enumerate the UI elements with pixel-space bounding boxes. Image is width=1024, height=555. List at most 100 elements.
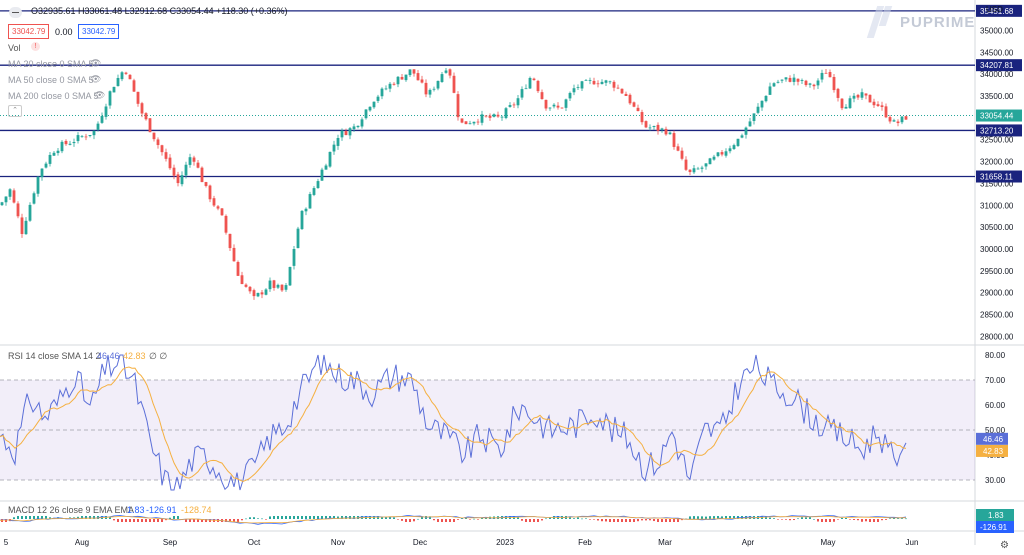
candlestick-series[interactable]: [0, 68, 908, 300]
candle-body: [116, 77, 120, 87]
level-price-label: 34207.81: [980, 61, 1014, 70]
macd-histogram-bar: [349, 516, 351, 519]
ma50-hidden-icon[interactable]: 👁: [90, 74, 102, 84]
candle-body: [876, 104, 880, 106]
candle-body: [328, 151, 332, 167]
macd-histogram-bar: [525, 519, 527, 522]
candle-body: [768, 86, 772, 95]
candle-body: [888, 117, 892, 122]
candle-body: [672, 133, 676, 147]
macd-histogram-bar: [849, 519, 851, 520]
macd-histogram-bar: [649, 519, 651, 521]
macd-histogram-bar: [317, 516, 319, 519]
candle-body: [192, 157, 196, 162]
chart-menu-icon[interactable]: [9, 7, 22, 18]
macd-histogram-bar: [817, 519, 819, 522]
ma50-label[interactable]: MA 50 close 0 SMA 5: [8, 75, 94, 85]
price-tick-label: 28000.00: [980, 332, 1014, 341]
macd-pane[interactable]: [0, 514, 907, 525]
macd-histogram-bar: [333, 516, 335, 519]
volume-alert-icon[interactable]: !: [31, 42, 40, 51]
macd-histogram-bar: [141, 519, 143, 522]
settings-gear-icon[interactable]: ⚙: [1000, 540, 1009, 551]
currency-label[interactable]: USD: [986, 5, 1003, 14]
rsi-pane[interactable]: [0, 354, 975, 491]
macd-value-tag: [976, 509, 1014, 521]
macd-signal-value: -126.91: [146, 505, 177, 515]
ma200-hidden-icon[interactable]: 👁: [94, 90, 106, 100]
candle-body: [304, 208, 308, 212]
ma200-label[interactable]: MA 200 close 0 SMA 5: [8, 91, 99, 101]
macd-histogram-bar: [173, 516, 175, 519]
candle-body: [468, 123, 472, 125]
rsi-label[interactable]: RSI 14 close SMA 14 2: [8, 351, 101, 361]
candle-body: [172, 167, 176, 176]
candle-body: [684, 159, 688, 170]
macd-histogram-bar: [589, 519, 591, 520]
price-tick-label: 29500.00: [980, 267, 1014, 276]
candle-body: [580, 81, 584, 89]
bid-price[interactable]: 33042.79: [8, 24, 50, 39]
macd-histogram-bar: [905, 518, 907, 520]
candle-body: [412, 69, 416, 74]
support-resistance-lines[interactable]: [0, 10, 975, 178]
candle-body: [148, 118, 152, 133]
macd-histogram-bar: [117, 519, 119, 522]
rsi-tick-label: 80.00: [985, 351, 1006, 360]
macd-histogram-bar: [281, 516, 283, 519]
candle-body: [756, 106, 760, 113]
macd-histogram-bar: [693, 516, 695, 519]
ma20-label[interactable]: MA 20 close 0 SMA 5: [8, 59, 94, 69]
candle-body: [536, 80, 540, 92]
candle-body: [380, 88, 384, 97]
candle-body: [664, 128, 668, 135]
ask-price[interactable]: 33042.79: [78, 24, 120, 39]
ma20-hidden-icon[interactable]: 👁: [90, 58, 102, 68]
macd-label[interactable]: MACD 12 26 close 9 EMA EMA: [8, 505, 135, 515]
macd-histogram-bar: [381, 516, 383, 519]
macd-histogram-bar: [533, 519, 535, 522]
macd-histogram-bar: [121, 519, 123, 522]
macd-histogram-bar: [593, 519, 595, 520]
collapse-legend-icon[interactable]: ⌃: [8, 105, 22, 117]
candle-body: [892, 120, 896, 122]
macd-histogram-bar: [897, 518, 899, 519]
macd-histogram-bar: [537, 519, 539, 522]
candle-body: [668, 132, 672, 135]
candle-body: [76, 135, 80, 142]
candle-body: [256, 292, 260, 297]
candle-body: [84, 136, 88, 138]
candle-body: [104, 106, 108, 117]
candle-body: [216, 206, 220, 209]
candle-body: [812, 84, 816, 87]
macd-histogram-bar: [325, 516, 327, 519]
macd-histogram-bar: [405, 519, 407, 522]
candle-body: [696, 168, 700, 170]
macd-histogram-bar: [81, 516, 83, 519]
price-tick-label: 34500.00: [980, 48, 1014, 57]
candle-body: [280, 284, 284, 291]
price-axis[interactable]: 35000.0034500.0034000.0033500.0033000.00…: [976, 4, 1022, 533]
candle-body: [208, 185, 212, 200]
macd-histogram-bar: [697, 516, 699, 519]
macd-histogram-bar: [285, 516, 287, 519]
candle-body: [44, 163, 48, 168]
macd-histogram-bar: [21, 516, 23, 519]
macd-histogram-value: -128.74: [181, 505, 212, 515]
candle-body: [748, 121, 752, 127]
last-price-label: 33054.44: [980, 112, 1014, 121]
macd-histogram-bar: [661, 519, 663, 522]
candle-body: [228, 233, 232, 249]
candle-body: [736, 138, 740, 147]
macd-histogram-bar: [645, 519, 647, 521]
candle-body: [440, 74, 444, 82]
candle-body: [904, 116, 908, 120]
volume-label[interactable]: Vol: [8, 43, 21, 53]
rsi-tick-label: 70.00: [985, 376, 1006, 385]
macd-histogram-bar: [313, 516, 315, 519]
macd-histogram-bar: [461, 518, 463, 519]
candle-body: [140, 103, 144, 114]
time-axis[interactable]: 5 Aug Sep Oct Nov Dec 2023 Feb Mar Apr May Jun: [4, 538, 919, 547]
macd-histogram-bar: [197, 519, 199, 522]
